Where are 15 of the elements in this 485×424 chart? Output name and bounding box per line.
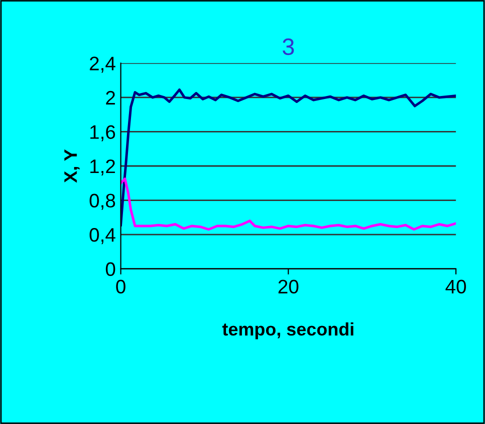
x-tick-label: 0: [116, 280, 126, 294]
y-tick-label: 0,8: [90, 194, 116, 210]
y-tick-label: 1,2: [90, 159, 115, 176]
y-tick-label: 2,4: [90, 56, 116, 73]
y-axis-title: X, Y: [64, 149, 80, 183]
y-tick-label: 0,4: [90, 228, 116, 244]
line-series: [120, 88, 456, 226]
y-tick-label: 2: [106, 90, 115, 104]
y-tick-label: 0: [106, 262, 116, 276]
line-series: [120, 178, 456, 231]
y-tick-label: 1,6: [90, 125, 116, 142]
chart-title: 3: [282, 38, 294, 56]
x-axis-title: tempo, secondi: [222, 322, 354, 340]
x-tick-label: 40: [446, 280, 466, 294]
x-tick-label: 20: [278, 280, 298, 294]
